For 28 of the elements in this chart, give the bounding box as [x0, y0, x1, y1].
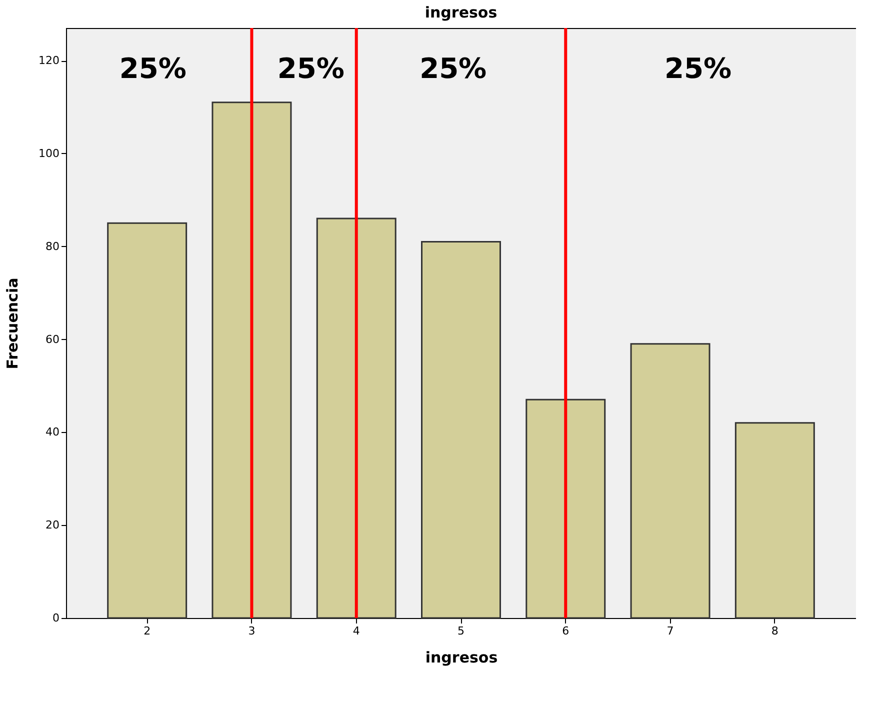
x-tick-label: 2: [144, 624, 151, 638]
x-tick-label: 7: [666, 624, 674, 638]
annotation: 25%: [664, 52, 732, 85]
y-tick-label: 120: [38, 54, 60, 68]
x-tick-label: 5: [458, 624, 464, 638]
bar: [630, 343, 710, 619]
y-tick-label: 0: [52, 612, 60, 624]
bar: [734, 422, 815, 619]
bar: [316, 218, 396, 619]
annotation: 25%: [277, 52, 344, 85]
y-axis-title: Frecuencia: [4, 278, 22, 370]
x-tick-label: 4: [352, 624, 360, 638]
chart-title: ingresos: [424, 4, 498, 22]
x-tick-label: 8: [771, 624, 778, 638]
bar: [107, 222, 188, 619]
y-tick-label: 100: [38, 146, 60, 160]
annotation: 25%: [119, 52, 186, 85]
y-tick-label: 20: [46, 518, 60, 532]
y-tick-label: 80: [46, 240, 60, 253]
annotation: 25%: [420, 52, 487, 85]
bar: [526, 398, 606, 619]
bar: [212, 102, 292, 619]
y-tick-label: 40: [46, 426, 60, 439]
x-axis-title: ingresos: [425, 648, 498, 666]
x-tick-label: 3: [248, 624, 256, 638]
bar: [421, 240, 501, 619]
y-tick-label: 60: [46, 332, 60, 346]
x-tick-label: 6: [562, 624, 570, 638]
